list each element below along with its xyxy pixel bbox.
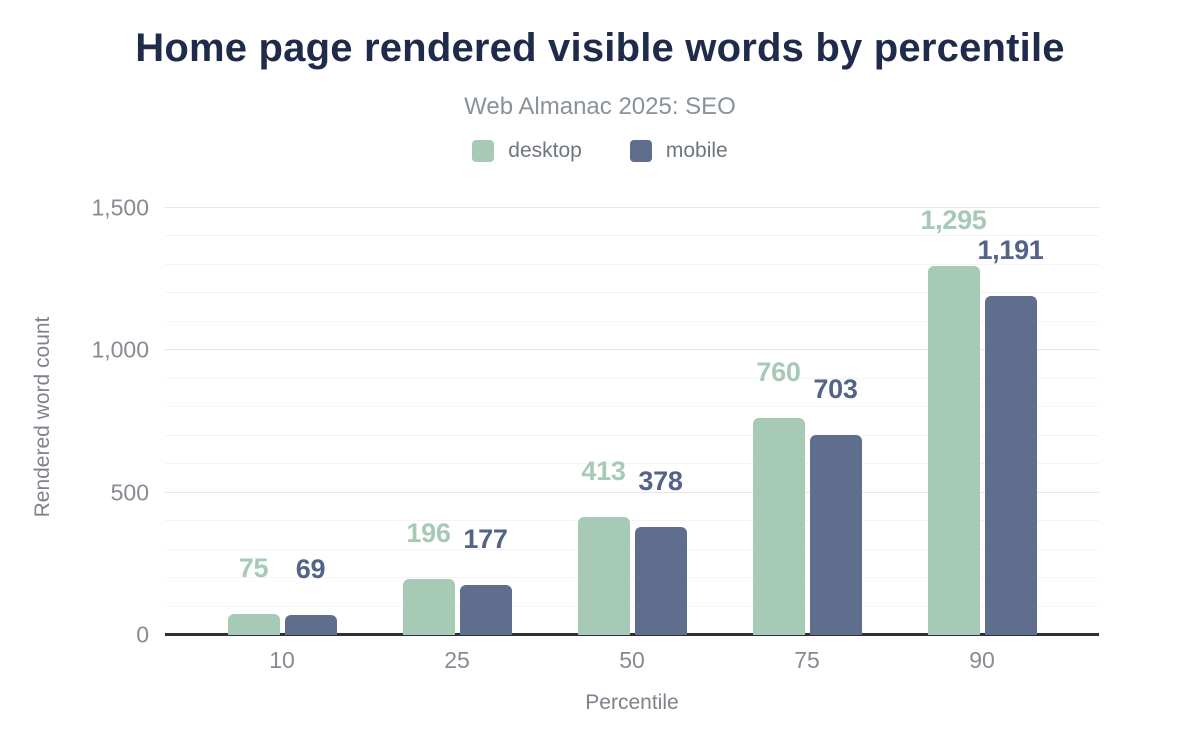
x-tick-90: 90 <box>969 647 995 673</box>
value-label-desktop-p50: 413 <box>581 456 626 487</box>
gridline <box>165 605 1099 607</box>
y-tick-1000: 1,000 <box>91 336 149 363</box>
bar-mobile-p25[interactable] <box>459 584 512 635</box>
value-label-desktop-p10: 75 <box>238 552 269 583</box>
value-label-mobile-p75: 703 <box>813 373 858 404</box>
gridline <box>165 235 1099 236</box>
gridline <box>165 349 1099 350</box>
gridline <box>165 463 1099 464</box>
gridline <box>165 491 1099 493</box>
bar-mobile-p50[interactable] <box>634 527 687 635</box>
gridline <box>165 520 1099 521</box>
value-label-mobile-p90: 1,191 <box>977 234 1044 265</box>
legend-label-mobile: mobile <box>665 139 728 162</box>
chart-title: Home page rendered visible words by perc… <box>135 26 1065 70</box>
bar-desktop-p75[interactable] <box>752 418 805 635</box>
x-tick-10: 10 <box>269 647 295 673</box>
value-label-desktop-p90: 1,295 <box>920 204 987 235</box>
y-tick-500: 500 <box>110 479 149 505</box>
legend-item-desktop[interactable]: desktop <box>472 139 582 163</box>
value-label-desktop-p25: 196 <box>406 518 451 549</box>
x-tick-75: 75 <box>794 647 820 673</box>
legend-swatch-desktop <box>472 140 495 162</box>
value-label-desktop-p75: 760 <box>756 357 801 388</box>
chart-subtitle: Web Almanac 2025: SEO <box>464 93 736 120</box>
value-label-mobile-p10: 69 <box>295 554 326 585</box>
bar-desktop-p25[interactable] <box>402 579 455 635</box>
bar-desktop-p50[interactable] <box>577 517 630 635</box>
legend: desktop mobile <box>0 139 1200 163</box>
y-tick-1500: 1,500 <box>91 194 149 220</box>
gridline <box>165 292 1099 293</box>
gridline <box>165 406 1099 407</box>
gridline <box>165 577 1099 578</box>
bar-mobile-p75[interactable] <box>809 434 862 635</box>
x-tick-50: 50 <box>619 647 645 673</box>
bar-mobile-p90[interactable] <box>984 295 1037 635</box>
gridline <box>165 206 1099 208</box>
bar-desktop-p90[interactable] <box>927 265 980 635</box>
x-tick-25: 25 <box>444 647 470 673</box>
legend-swatch-mobile <box>629 140 652 162</box>
legend-label-desktop: desktop <box>508 139 582 162</box>
gridline <box>165 320 1099 322</box>
y-tick-0: 0 <box>136 621 149 648</box>
gridline <box>165 377 1099 379</box>
x-axis-title: Percentile <box>585 691 679 714</box>
value-label-mobile-p25: 177 <box>463 523 508 554</box>
value-label-mobile-p50: 378 <box>638 466 683 497</box>
gridline <box>165 548 1099 550</box>
bar-mobile-p10[interactable] <box>284 615 337 635</box>
x-axis-line <box>165 633 1099 636</box>
gridline <box>165 263 1099 265</box>
bar-desktop-p10[interactable] <box>227 613 280 635</box>
y-axis-title: Rendered word count <box>31 316 54 518</box>
legend-item-mobile[interactable]: mobile <box>629 139 728 163</box>
plot-area: 0 500 1,000 1,500 75 69 10 196 177 25 413 378 50 760 7… <box>91 190 1099 673</box>
gridline <box>165 434 1099 436</box>
